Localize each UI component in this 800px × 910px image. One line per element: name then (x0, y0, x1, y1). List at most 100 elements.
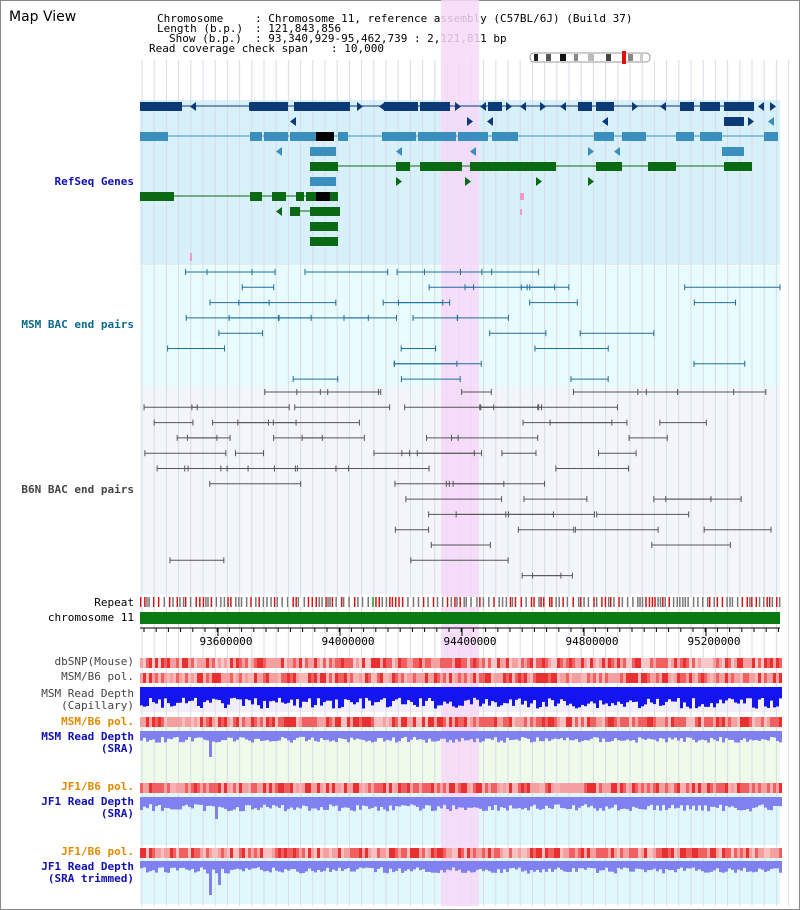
gene-exon (250, 132, 262, 141)
read-depth-bin (560, 687, 563, 700)
read-depth-bin (710, 861, 713, 872)
polymorphism-bin (737, 848, 740, 858)
polymorphism-bin (311, 717, 314, 727)
polymorphism-bin (674, 717, 677, 727)
polymorphism-bin (203, 673, 206, 683)
polymorphism-bin (167, 848, 170, 858)
polymorphism-bin (332, 673, 335, 683)
polymorphism-bin (266, 673, 269, 683)
read-depth-bin (476, 797, 479, 808)
read-depth-bin (746, 797, 749, 810)
read-depth-bin (350, 861, 353, 872)
polymorphism-bin (626, 783, 629, 793)
gene-arrow (290, 117, 296, 126)
read-depth-bin (215, 687, 218, 700)
polymorphism-bin (392, 848, 395, 858)
read-depth-bin (158, 797, 161, 805)
polymorphism-bin (281, 783, 284, 793)
read-depth-bin (440, 797, 443, 809)
read-depth-bin (635, 687, 638, 702)
polymorphism-bin (476, 673, 479, 683)
gene-arrow (660, 102, 666, 111)
gene-exon (418, 132, 456, 141)
read-depth-bin (629, 861, 632, 872)
read-depth-bin (737, 797, 740, 811)
polymorphism-bin (560, 658, 563, 668)
polymorphism-bin (434, 658, 437, 668)
read-depth-bin (623, 731, 626, 741)
read-depth-bin (188, 731, 191, 737)
track-label-chromosome: chromosome 11 (47, 611, 134, 624)
polymorphism-bin (464, 658, 467, 668)
gene-arrow (588, 147, 594, 156)
polymorphism-bin (452, 673, 455, 683)
polymorphism-bin (620, 848, 623, 858)
read-depth-bin (473, 861, 476, 873)
repeat-element (593, 597, 595, 607)
read-depth-bin (464, 687, 467, 701)
polymorphism-bin (254, 848, 257, 858)
read-depth-bin (296, 861, 299, 872)
polymorphism-bin (326, 848, 329, 858)
polymorphism-bin (341, 658, 344, 668)
read-depth-bin (239, 797, 242, 812)
gene-arrow (540, 102, 546, 111)
polymorphism-bin (404, 848, 407, 858)
polymorphism-bin (161, 717, 164, 727)
polymorphism-bin (155, 717, 158, 727)
polymorphism-bin (308, 717, 311, 727)
read-depth-bin (560, 731, 563, 739)
polymorphism-bin (779, 783, 782, 793)
repeat-element (601, 597, 603, 607)
polymorphism-bin (632, 783, 635, 793)
read-depth-bin (179, 731, 182, 743)
polymorphism-bin (719, 673, 722, 683)
polymorphism-bin (686, 658, 689, 668)
read-depth-bin (590, 797, 593, 806)
read-depth-bin (242, 797, 245, 812)
read-depth-bin (299, 861, 302, 874)
polymorphism-bin (332, 848, 335, 858)
polymorphism-bin (617, 783, 620, 793)
gene-exon (250, 102, 288, 111)
read-depth-bin (389, 687, 392, 707)
read-depth-bin (572, 731, 575, 741)
read-depth-bin (215, 731, 218, 743)
repeat-element (566, 597, 569, 607)
polymorphism-bin (197, 783, 200, 793)
read-depth-bin (686, 731, 689, 738)
polymorphism-bin (752, 717, 755, 727)
polymorphism-bin (344, 673, 347, 683)
polymorphism-bin (227, 658, 230, 668)
polymorphism-bin (242, 673, 245, 683)
polymorphism-bin (611, 717, 614, 727)
gene-exon (140, 192, 174, 201)
polymorphism-bin (710, 717, 713, 727)
repeat-element (412, 597, 415, 607)
read-depth-bin (437, 687, 440, 706)
gene-exon (310, 237, 338, 246)
read-depth-bin (395, 731, 398, 743)
read-depth-bin (359, 797, 362, 810)
polymorphism-bin (590, 848, 593, 858)
read-depth-bin (416, 731, 419, 740)
polymorphism-bin (419, 717, 422, 727)
read-depth-bin (344, 687, 347, 700)
read-depth-bin (200, 687, 203, 709)
read-depth-bin (191, 797, 194, 809)
polymorphism-bin (332, 783, 335, 793)
polymorphism-bin (329, 717, 332, 727)
read-depth-bin (725, 731, 728, 739)
read-depth-bin (701, 797, 704, 811)
read-depth-bin (563, 687, 566, 701)
polymorphism-bin (257, 848, 260, 858)
read-depth-bin (455, 861, 458, 871)
polymorphism-bin (647, 783, 650, 793)
read-depth-bin (224, 797, 227, 809)
read-depth-bin (773, 797, 776, 807)
read-depth-bin (164, 687, 167, 699)
polymorphism-bin (305, 717, 308, 727)
read-depth-bin (701, 861, 704, 872)
polymorphism-bin (152, 783, 155, 793)
